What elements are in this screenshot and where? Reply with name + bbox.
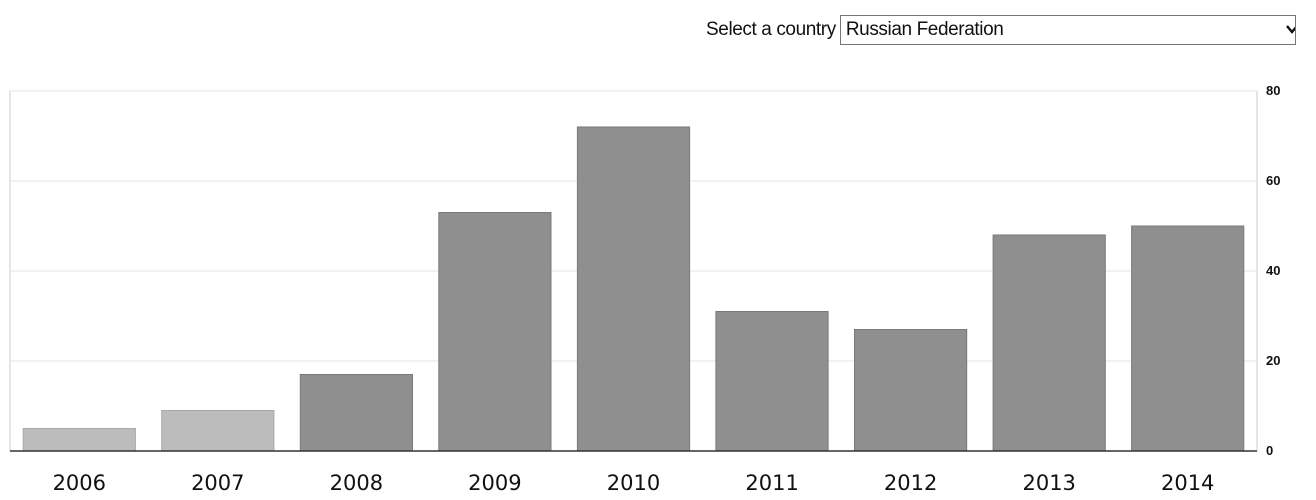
x-axis-ticks: 2006 2007 2008 2009 2010 2011 2012 2013 2014 xyxy=(53,471,1215,495)
y-tick-label: 0 xyxy=(1266,443,1273,458)
y-tick-label: 40 xyxy=(1266,263,1280,278)
country-dropdown-value: Russian Federation xyxy=(845,19,1004,40)
y-tick-label: 60 xyxy=(1266,173,1280,188)
bar-2008[interactable] xyxy=(299,374,413,452)
x-tick-label: 2013 xyxy=(1022,471,1075,495)
bar-2011[interactable] xyxy=(715,311,829,452)
country-dropdown[interactable]: Russian Federation xyxy=(839,15,1296,45)
y-tick-label: 80 xyxy=(1266,83,1280,98)
y-axis-ticks: 0 20 40 60 80 xyxy=(1266,83,1280,458)
x-tick-label: 2011 xyxy=(745,471,798,495)
x-tick-label: 2009 xyxy=(468,471,521,495)
x-tick-label: 2014 xyxy=(1161,471,1214,495)
x-tick-label: 2012 xyxy=(884,471,937,495)
x-tick-label: 2006 xyxy=(53,471,106,495)
country-selector: Select a country Russian Federation xyxy=(706,14,1296,46)
bar-2009[interactable] xyxy=(438,212,552,452)
y-tick-label: 20 xyxy=(1266,353,1280,368)
bar-2012[interactable] xyxy=(854,329,968,452)
x-tick-label: 2008 xyxy=(330,471,383,495)
bar-2013[interactable] xyxy=(992,234,1106,452)
bar-2007[interactable] xyxy=(161,410,275,452)
x-tick-label: 2007 xyxy=(191,471,244,495)
bar-2010[interactable] xyxy=(576,126,691,452)
bar-2014[interactable] xyxy=(1131,225,1245,452)
country-select-label: Select a country xyxy=(706,19,836,40)
bar-2006[interactable] xyxy=(22,428,136,452)
bars-group xyxy=(22,126,1245,452)
chevron-down-icon[interactable] xyxy=(1285,22,1296,36)
x-tick-label: 2010 xyxy=(607,471,660,495)
